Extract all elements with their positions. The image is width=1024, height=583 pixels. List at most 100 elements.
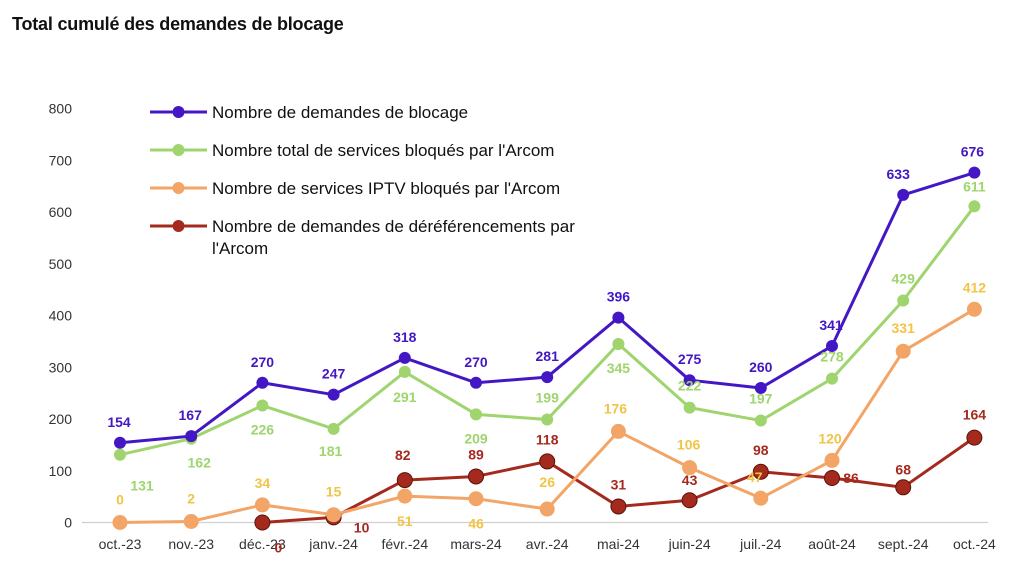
data-label: 611 (963, 178, 986, 194)
data-label: 278 (820, 349, 844, 365)
y-tick-label: 0 (64, 515, 72, 531)
data-label: 176 (604, 400, 628, 416)
legend-label: Nombre de demandes de déréférencements p… (212, 217, 575, 236)
data-label: 275 (678, 351, 702, 367)
data-point (681, 492, 698, 509)
data-point (468, 491, 484, 507)
data-label: 34 (255, 475, 271, 491)
data-label: 98 (753, 442, 769, 458)
data-label: 226 (251, 422, 275, 438)
data-label: 86 (843, 470, 859, 486)
data-label: 10 (354, 519, 370, 535)
data-point (183, 513, 199, 529)
data-label: 633 (887, 166, 911, 182)
data-point (541, 371, 554, 384)
data-label: 106 (677, 437, 701, 453)
legend-marker (172, 106, 185, 118)
data-label: 89 (468, 446, 484, 462)
legend-label: l'Arcom (212, 239, 268, 258)
data-label: 345 (607, 360, 631, 376)
data-label: 164 (963, 407, 987, 423)
data-label: 131 (130, 478, 154, 494)
data-point (826, 372, 838, 385)
data-point (612, 337, 625, 350)
data-point (824, 469, 840, 486)
data-label: 0 (116, 492, 124, 508)
y-tick-label: 500 (49, 256, 73, 272)
y-tick-label: 200 (49, 411, 73, 427)
x-tick-label: déc.-23 (239, 536, 286, 552)
x-tick-label: juin-24 (668, 536, 711, 552)
data-point (683, 374, 696, 387)
data-point (895, 479, 912, 496)
data-label: 412 (963, 279, 987, 295)
data-label: 676 (961, 144, 985, 160)
data-point (468, 468, 484, 485)
y-tick-label: 700 (49, 152, 73, 168)
data-label: 270 (464, 354, 488, 370)
x-tick-label: oct.-24 (953, 536, 996, 552)
data-point (897, 294, 910, 307)
data-label: 341 (819, 317, 843, 333)
data-label: 2 (187, 490, 195, 506)
data-point (397, 488, 413, 504)
y-tick-label: 300 (49, 359, 73, 375)
data-point (968, 166, 981, 179)
data-label: 281 (536, 348, 560, 364)
x-tick-label: janv.-24 (308, 536, 358, 552)
data-point (897, 188, 910, 201)
chart-title: Total cumulé des demandes de blocage (12, 14, 344, 34)
data-point (114, 448, 126, 461)
data-point (254, 514, 271, 531)
data-label: 51 (397, 513, 413, 529)
data-point (610, 498, 627, 515)
data-point (326, 507, 342, 523)
data-point (254, 497, 270, 513)
data-point (327, 388, 340, 401)
data-label: 429 (892, 270, 916, 286)
x-tick-label: oct.-23 (99, 536, 142, 552)
data-point (256, 399, 269, 412)
data-point (966, 301, 982, 317)
x-tick-label: juil.-24 (739, 536, 781, 552)
data-label: 260 (749, 359, 773, 375)
x-tick-label: avr.-24 (526, 536, 569, 552)
data-label: 154 (107, 414, 131, 430)
data-label: 291 (393, 389, 417, 405)
data-point (966, 429, 983, 446)
y-tick-label: 100 (49, 463, 73, 479)
data-label: 167 (179, 407, 203, 423)
data-point (539, 501, 555, 517)
legend-label: Nombre total de services bloqués par l'A… (212, 141, 554, 160)
data-label: 68 (895, 461, 911, 477)
data-point (398, 351, 411, 364)
data-point (683, 401, 696, 414)
data-point (539, 453, 556, 470)
legend-marker (172, 144, 185, 156)
data-point (185, 430, 198, 443)
data-label: 318 (393, 329, 417, 345)
data-label: 118 (536, 431, 559, 447)
data-point (754, 381, 767, 394)
data-point (824, 452, 840, 468)
data-label: 181 (319, 443, 343, 459)
legend-label: Nombre de services IPTV bloqués par l'Ar… (212, 179, 560, 198)
data-label: 270 (251, 354, 275, 370)
data-label: 209 (464, 430, 488, 446)
data-label: 331 (892, 320, 916, 336)
data-point (470, 408, 482, 421)
data-label: 199 (536, 390, 560, 406)
data-point (895, 343, 911, 359)
data-point (327, 422, 340, 435)
data-point (470, 376, 482, 389)
data-label: 43 (682, 472, 698, 488)
data-point (256, 376, 269, 389)
data-point (612, 311, 625, 324)
x-tick-label: août-24 (808, 536, 856, 552)
x-tick-label: mai-24 (597, 536, 640, 552)
data-label: 82 (395, 447, 411, 463)
data-label: 0 (275, 540, 283, 556)
data-label: 47 (747, 469, 763, 485)
data-label: 120 (818, 430, 842, 446)
data-point (610, 423, 626, 439)
